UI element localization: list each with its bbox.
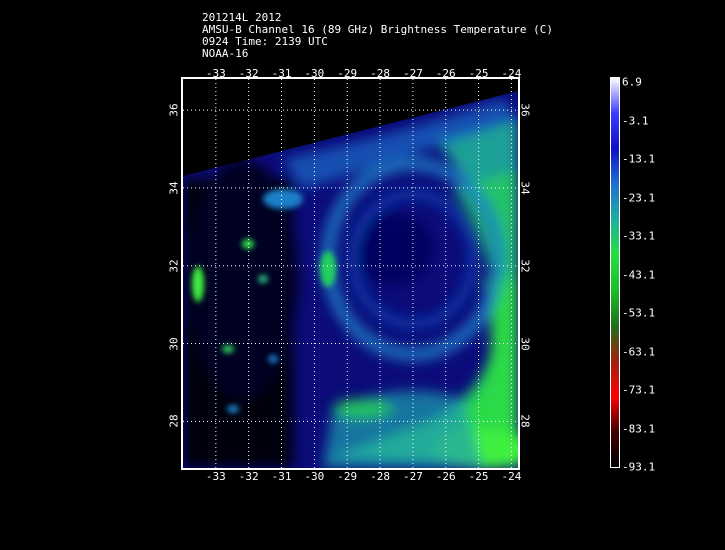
product-title: AMSU-B Channel 16 (89 GHz) Brightness Te…: [202, 23, 553, 36]
lon-tick-label: -28: [370, 470, 390, 483]
lon-tick-label: -24: [501, 67, 522, 80]
lon-tick-label: -32: [238, 67, 259, 80]
colorbar-tick-label: -43.1: [622, 268, 656, 281]
lat-tick-label: 30: [167, 336, 181, 351]
storm-id-title: 201214L 2012: [202, 11, 282, 24]
lat-tick-label: 30: [518, 336, 532, 351]
lat-tick-label: 34: [167, 181, 181, 195]
brightness-temperature-map: [183, 79, 518, 468]
lon-tick-label: -26: [435, 470, 456, 483]
lat-tick-label: 36: [167, 103, 181, 117]
lon-tick-label: -30: [304, 67, 325, 80]
lat-tick-label: 32: [167, 259, 181, 273]
lon-tick-label: -25: [468, 67, 489, 80]
lon-tick-label: -26: [435, 67, 456, 80]
lat-tick-label: 32: [518, 259, 532, 273]
satellite-image-panel: [181, 77, 520, 470]
lon-tick-label: -27: [402, 67, 423, 80]
colorbar-tick-label: -63.1: [622, 345, 656, 358]
colorbar-tick-label: -83.1: [622, 422, 656, 435]
image-header: 201214L 2012 AMSU-B Channel 16 (89 GHz) …: [202, 12, 553, 60]
colorbar-tick-label: -13.1: [622, 152, 656, 166]
lon-tick-label: -32: [238, 470, 259, 483]
lat-tick-label: 28: [167, 414, 181, 428]
colorbar-tick-label: -23.1: [622, 191, 656, 204]
lon-tick-label: -30: [304, 470, 325, 483]
satellite-label: NOAA-16: [202, 47, 249, 60]
lon-tick-label: -33: [205, 67, 226, 80]
colorbar-tick-label: -93.1: [622, 460, 656, 474]
lon-tick-label: -29: [337, 470, 358, 483]
lat-tick-label: 28: [518, 414, 532, 428]
lat-lon-gridlines: [183, 79, 518, 468]
lon-tick-label: -31: [271, 67, 292, 80]
lat-tick-label: 36: [518, 103, 532, 117]
lon-tick-label: -29: [337, 67, 358, 80]
convective-cells: [192, 189, 336, 413]
lat-tick-label: 34: [518, 181, 532, 195]
lon-tick-label: -27: [402, 470, 423, 483]
lon-tick-label: -28: [370, 67, 390, 80]
lon-tick-label: -25: [468, 470, 489, 483]
colorbar-tick-label: 6.9: [622, 75, 642, 89]
colorbar: [610, 77, 620, 468]
lon-tick-label: -24: [501, 470, 522, 483]
colorbar-tick-label: -33.1: [622, 229, 656, 243]
date-time-label: 0924 Time: 2139 UTC: [202, 35, 328, 48]
colorbar-tick-label: -3.1: [622, 114, 649, 127]
lon-tick-label: -33: [205, 470, 226, 483]
colorbar-tick-label: -73.1: [622, 383, 656, 397]
colorbar-tick-label: -53.1: [622, 306, 656, 320]
lon-tick-label: -31: [271, 470, 292, 483]
